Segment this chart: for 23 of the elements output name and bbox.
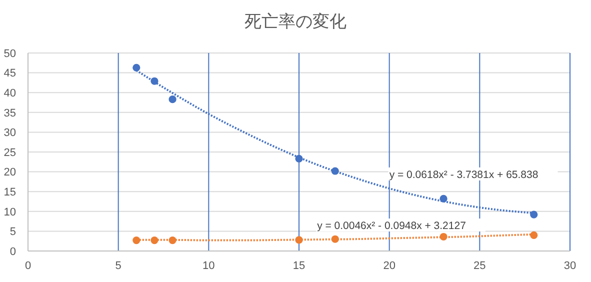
- y-tick-label: 15: [4, 186, 16, 198]
- y-tick-label: 40: [4, 87, 16, 100]
- y-tick-label: 50: [4, 48, 16, 60]
- x-tick-label: 25: [474, 260, 486, 272]
- x-tick-label: 20: [383, 260, 396, 272]
- x-tick-label: 0: [24, 260, 32, 272]
- x-tick-label: 10: [202, 260, 215, 272]
- chart-title: 死亡率の変化: [244, 12, 346, 31]
- y-tick-label: 20: [4, 166, 16, 179]
- y-tick-label: 25: [4, 146, 16, 159]
- x-tick-label: 15: [292, 260, 306, 272]
- point: [132, 64, 140, 72]
- point: [168, 96, 176, 104]
- annotation: y = 0.0046x² - 0.0948x + 3.2127: [317, 220, 466, 232]
- annotation: y = 0.0618x² - 3.7381x + 65.838: [389, 169, 538, 182]
- x-tick-label: 30: [564, 260, 576, 272]
- y-tick-label: 45: [4, 68, 16, 80]
- x-tick-label: 5: [115, 260, 122, 272]
- y-tick-label: 35: [4, 107, 16, 120]
- y-tick-label: 0: [10, 246, 16, 258]
- y-tick-label: 30: [4, 127, 16, 140]
- y-tick-label: 10: [4, 206, 16, 218]
- y-tick-label: 5: [10, 226, 16, 238]
